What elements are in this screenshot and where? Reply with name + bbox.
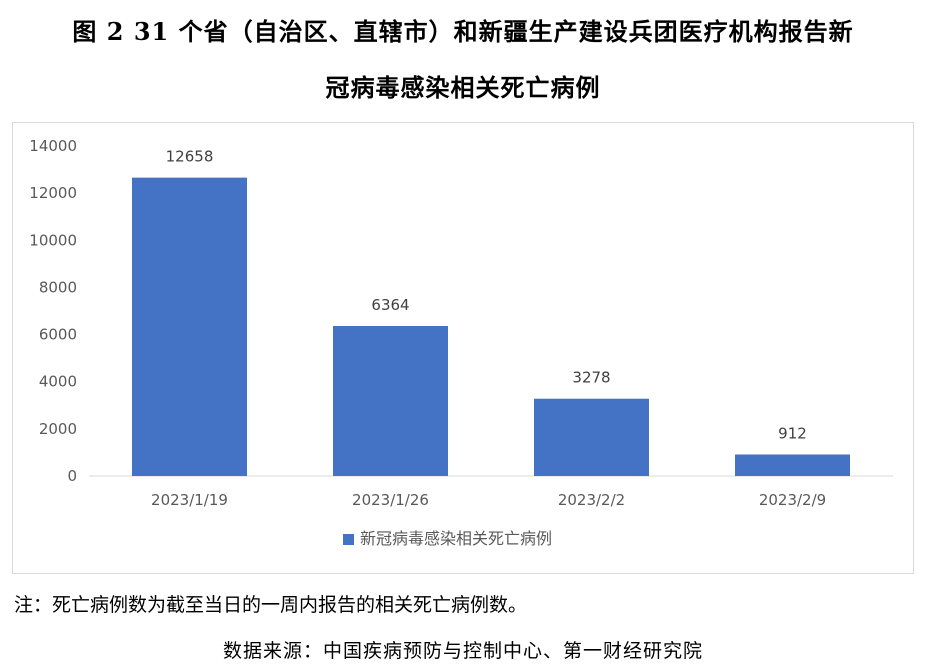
x-tick-label: 2023/1/26 — [352, 491, 429, 509]
bar — [735, 454, 850, 476]
bar-chart: 0 2000 4000 6000 8000 10000 12000 14000 12658 202… — [29, 137, 893, 548]
chart-title-line-2: 冠病毒感染相关死亡病例 — [325, 73, 601, 102]
y-tick-label: 14000 — [29, 137, 77, 155]
data-source: 数据来源：中国疾病预防与控制中心、第一财经研究院 — [222, 640, 703, 662]
bar — [132, 177, 247, 476]
chart-title-line-1: 图 2 31 个省（自治区、直辖市）和新疆生产建设兵团医疗机构报告新 — [72, 17, 854, 46]
data-label: 912 — [778, 425, 807, 443]
x-tick-label: 2023/1/19 — [151, 491, 228, 509]
y-tick-label: 0 — [67, 467, 77, 485]
y-tick-label: 2000 — [39, 420, 77, 438]
x-tick-label: 2023/2/2 — [558, 491, 625, 509]
legend-label: 新冠病毒感染相关死亡病例 — [360, 529, 552, 548]
bar — [534, 398, 649, 476]
y-tick-label: 10000 — [29, 231, 77, 249]
y-tick-label: 4000 — [39, 373, 77, 391]
legend-swatch — [343, 534, 354, 545]
y-tick-label: 8000 — [39, 278, 77, 296]
data-label: 12658 — [166, 148, 214, 166]
y-tick-label: 12000 — [29, 184, 77, 202]
y-tick-label: 6000 — [39, 326, 77, 344]
chart-area: 0 2000 4000 6000 8000 10000 12000 14000 12658 202… — [12, 122, 914, 574]
data-label: 3278 — [572, 369, 610, 387]
data-label: 6364 — [371, 296, 409, 314]
bar — [333, 325, 448, 476]
footnote: 注：死亡病例数为截至当日的一周内报告的相关死亡病例数。 — [14, 594, 528, 616]
x-tick-label: 2023/2/9 — [759, 491, 826, 509]
